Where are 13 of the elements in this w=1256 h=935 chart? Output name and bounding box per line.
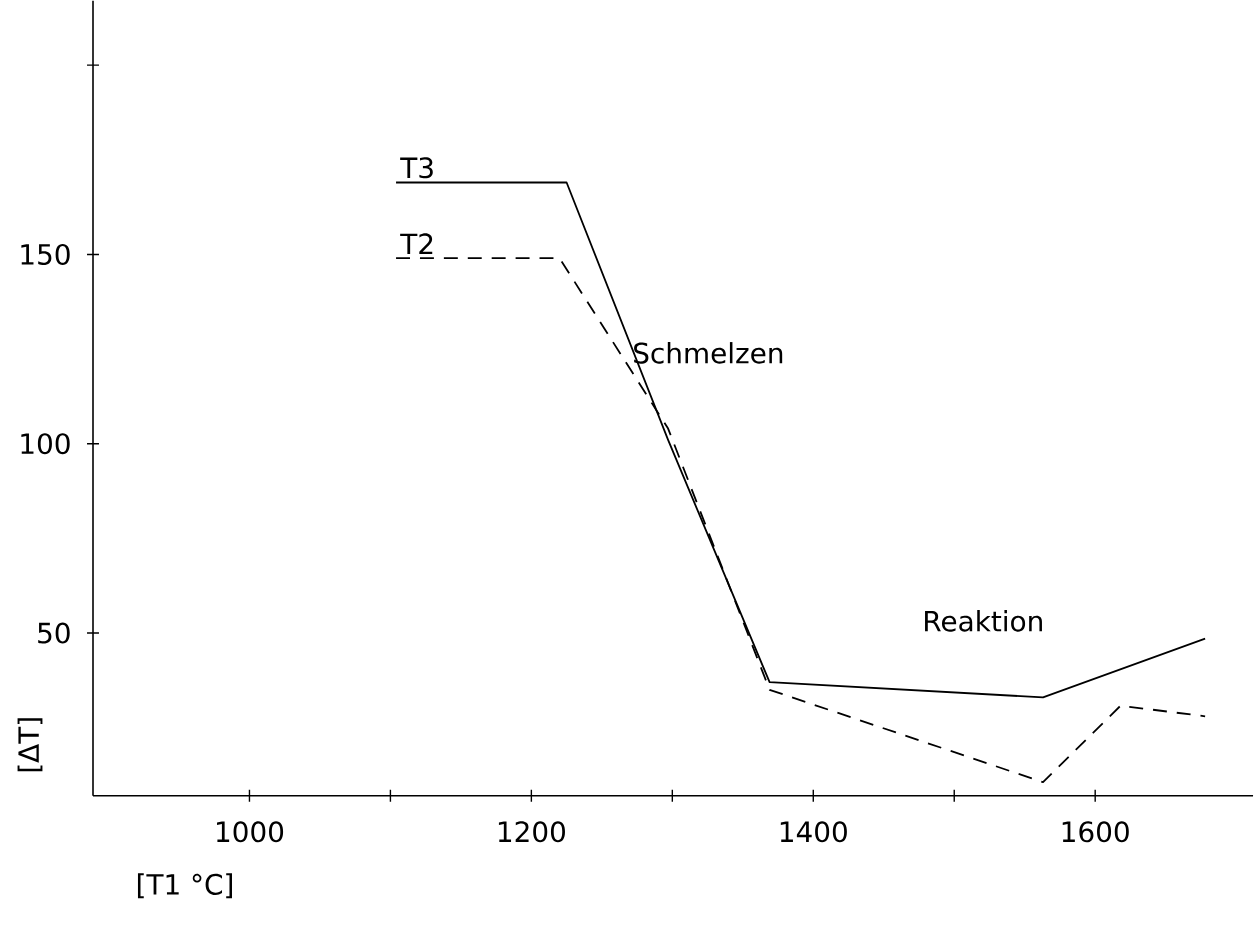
- x-axis-title: [T1 °C]: [137, 873, 232, 899]
- annotation: Reaktion: [925, 610, 1042, 632]
- series-label: T3: [400, 157, 433, 179]
- series-label: T2: [400, 233, 433, 255]
- y-axis-title: [ΔT]: [17, 718, 43, 772]
- annotation: Schmelzen: [634, 342, 783, 364]
- x-tick-label: 1200: [498, 821, 565, 843]
- x-tick-label: 1600: [1062, 821, 1129, 843]
- y-tick-label: 150: [21, 243, 70, 266]
- x-tick-label: 1000: [217, 821, 284, 843]
- x-tick-label: 1400: [780, 821, 847, 843]
- y-tick-label: 50: [38, 622, 70, 644]
- y-tick-label: 100: [21, 433, 70, 455]
